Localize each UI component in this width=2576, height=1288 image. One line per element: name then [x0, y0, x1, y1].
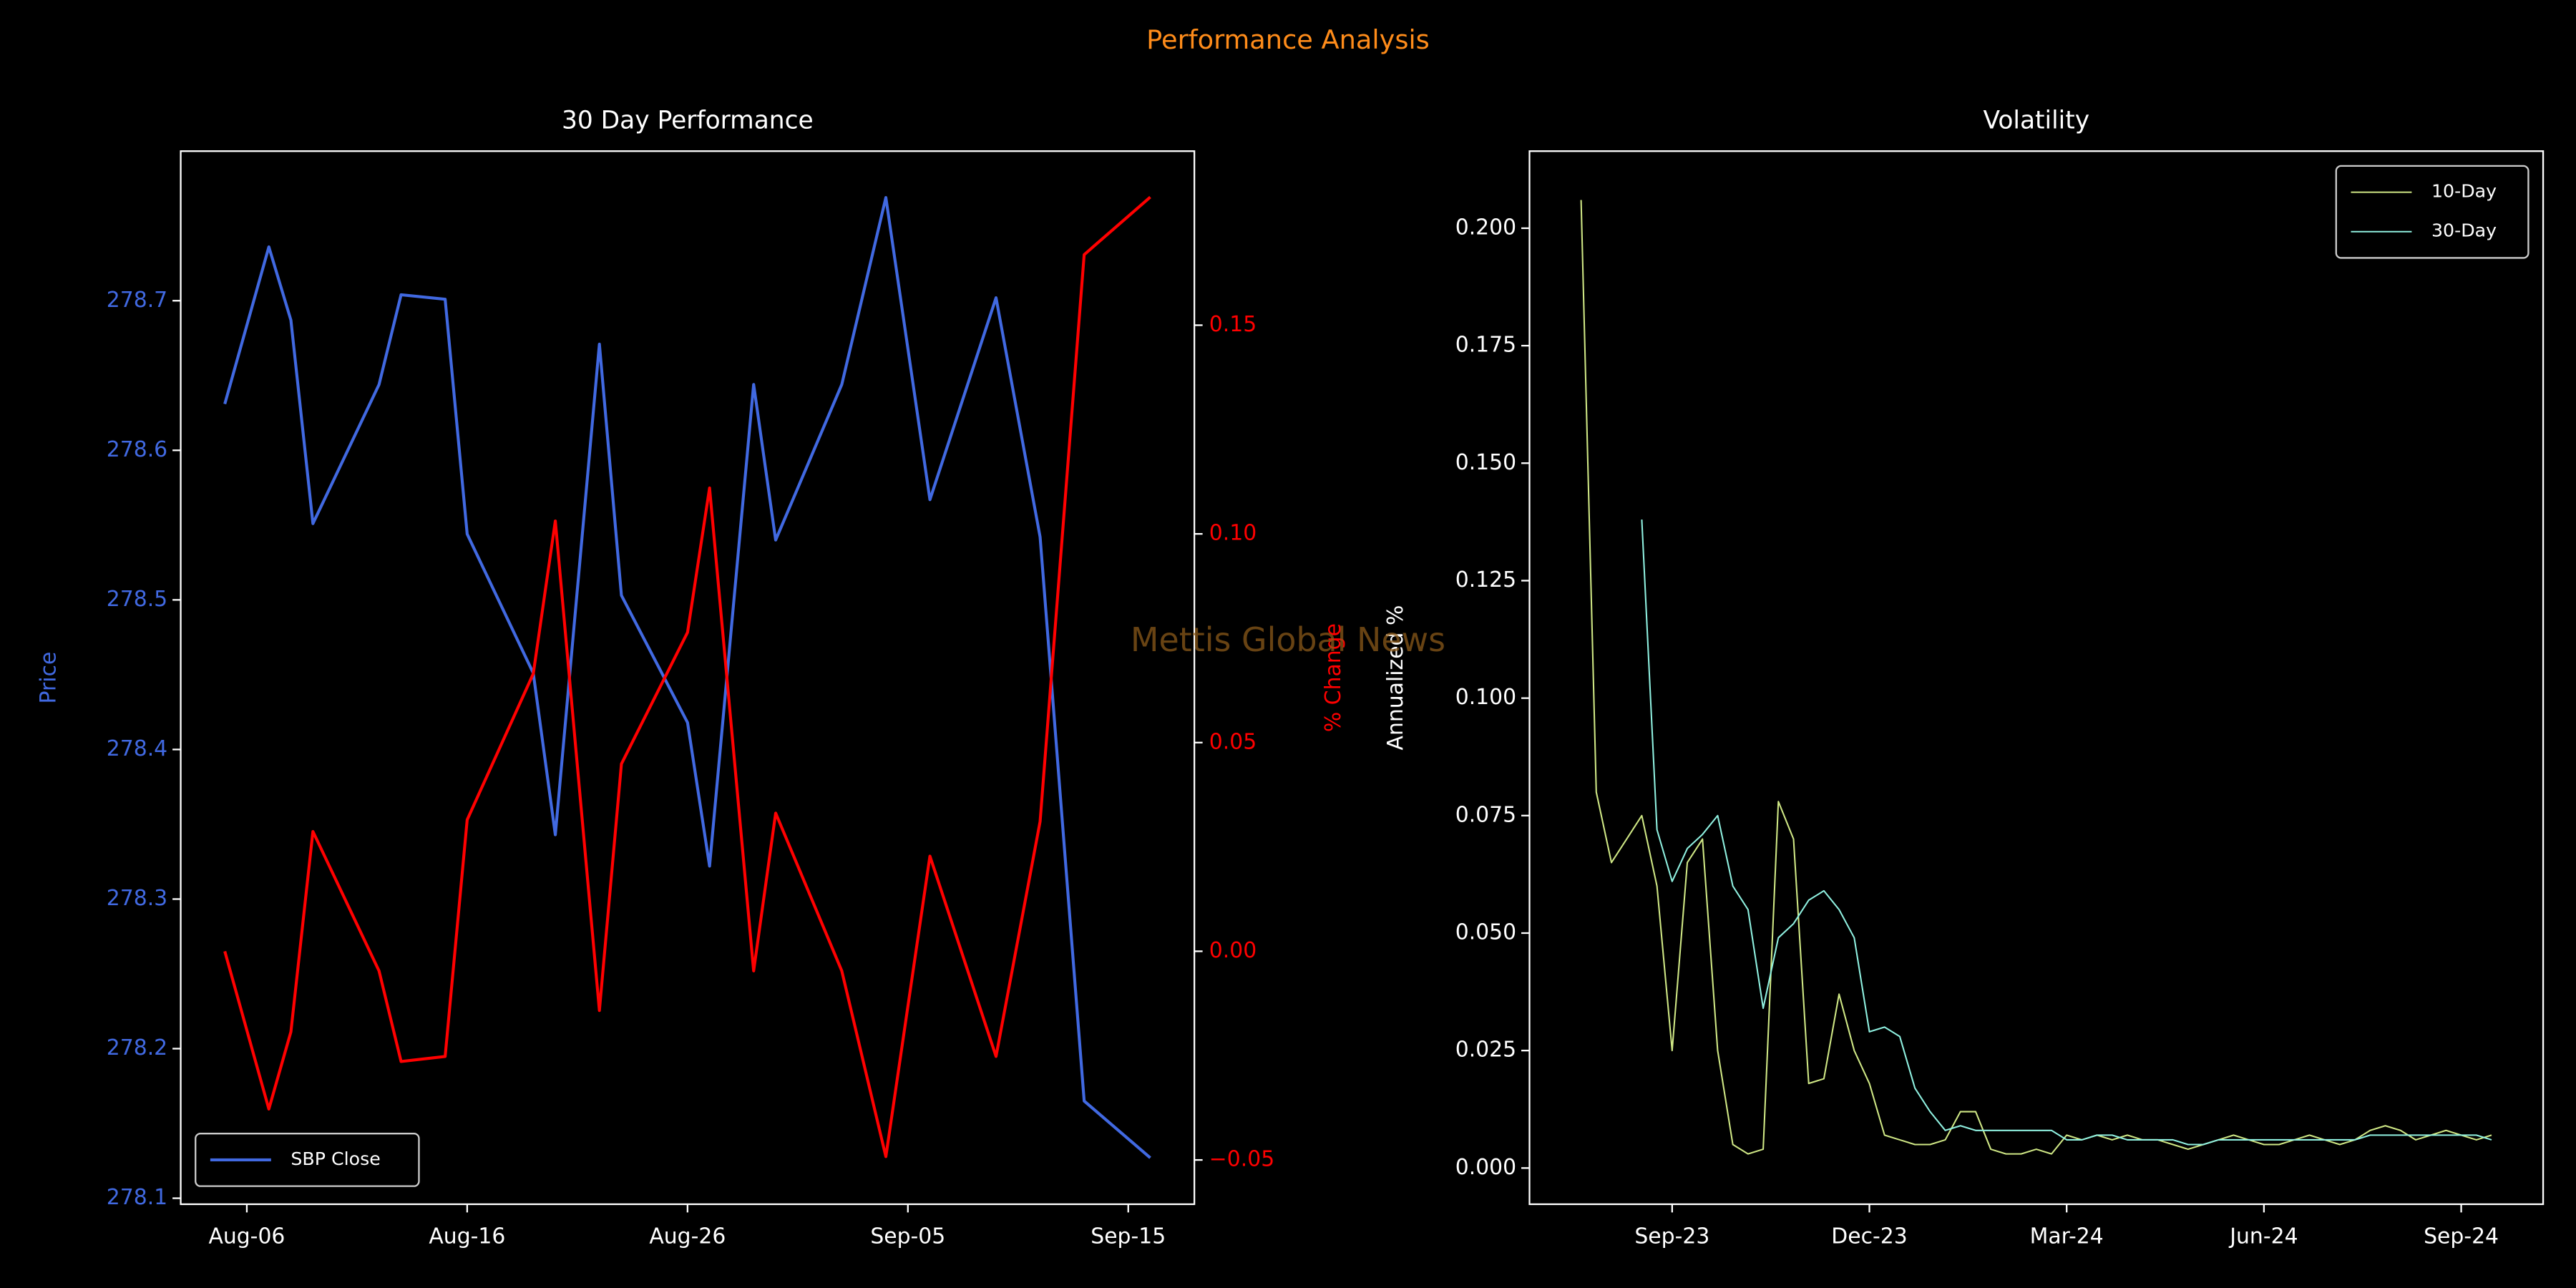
y-tick-label: 278.1 [107, 1185, 167, 1210]
x-tick-label: Sep-24 [2424, 1224, 2499, 1249]
y-tick-label: 0.050 [1455, 919, 1516, 945]
series-line [223, 195, 1151, 1158]
watermark: Mettis Global News [1131, 620, 1445, 659]
y-tick-label: 0.000 [1455, 1155, 1516, 1180]
x-tick-label: Aug-26 [649, 1224, 726, 1249]
y-tick-label: 278.2 [107, 1035, 167, 1060]
chart-title: 30 Day Performance [562, 106, 814, 135]
y2-tick-label: −0.05 [1209, 1147, 1274, 1172]
y-tick-label: 0.200 [1455, 215, 1516, 240]
y-tick-label: 0.025 [1455, 1038, 1516, 1063]
y-tick-label: 278.3 [107, 886, 167, 911]
x-tick-label: Sep-05 [870, 1224, 945, 1249]
x-tick-label: Aug-06 [208, 1224, 285, 1249]
series-line [1641, 519, 2492, 1146]
x-tick-label: Aug-16 [429, 1224, 505, 1249]
x-tick-label: Sep-15 [1091, 1224, 1166, 1249]
axes-frame [1528, 150, 2545, 1206]
y-tick-label: 0.125 [1455, 567, 1516, 592]
series-line [223, 195, 1151, 1159]
y-tick-label: 278.4 [107, 736, 167, 761]
y2-tick-label: 0.05 [1209, 729, 1257, 754]
y-tick-label: 278.7 [107, 288, 167, 313]
legend-label: SBP Close [291, 1148, 380, 1169]
figure-title: Performance Analysis [1146, 24, 1430, 55]
x-tick-label: Mar-24 [2030, 1224, 2104, 1249]
x-tick-label: Jun-24 [2228, 1224, 2298, 1249]
chart-title: Volatility [1983, 106, 2089, 135]
legend-label: 30-Day [2431, 220, 2497, 241]
y2-axis-label: % Change [1321, 623, 1346, 732]
y-tick-label: 0.175 [1455, 333, 1516, 358]
series-line [1580, 200, 2492, 1155]
y-tick-label: 0.100 [1455, 685, 1516, 710]
y2-tick-label: 0.10 [1209, 521, 1257, 546]
y-tick-label: 0.075 [1455, 802, 1516, 827]
x-tick-label: Dec-23 [1831, 1224, 1907, 1249]
y-tick-label: 278.6 [107, 437, 167, 462]
y-axis-label: Price [36, 652, 61, 704]
x-tick-label: Sep-23 [1634, 1224, 1709, 1249]
legend-box [2335, 165, 2529, 259]
y-axis-label: Annualized % [1383, 605, 1408, 751]
legend-box [195, 1133, 420, 1187]
y-tick-label: 0.150 [1455, 450, 1516, 475]
y-tick-label: 278.5 [107, 587, 167, 612]
y2-tick-label: 0.15 [1209, 312, 1257, 337]
legend-label: 10-Day [2431, 181, 2497, 202]
y2-tick-label: 0.00 [1209, 938, 1257, 963]
